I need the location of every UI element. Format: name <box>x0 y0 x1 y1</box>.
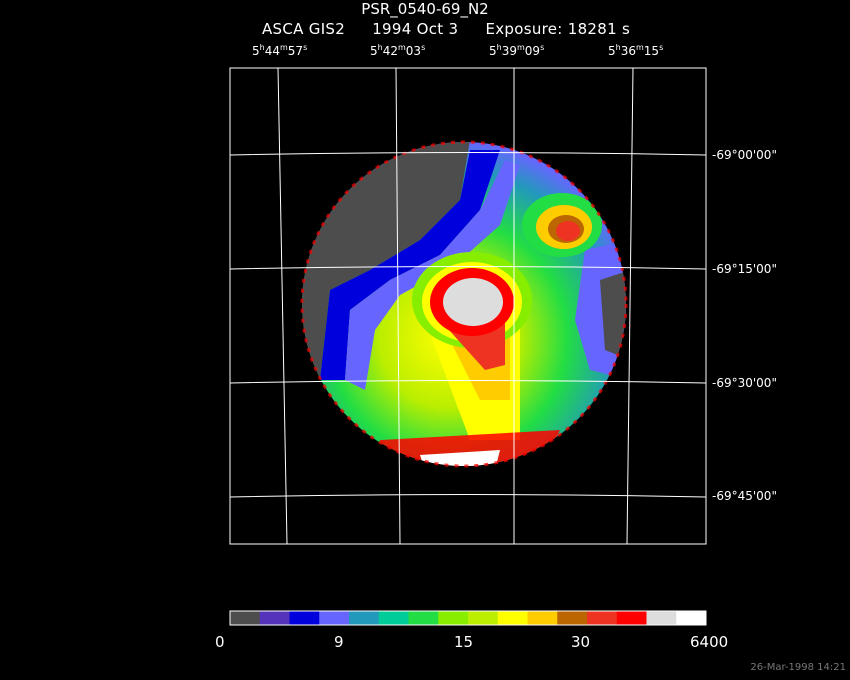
colorbar-swatch <box>408 611 439 625</box>
dec-label: -69°00'00" <box>712 148 777 162</box>
ra-label: 5h36m15s <box>608 43 664 59</box>
colorbar-swatch <box>319 611 350 625</box>
colorbar-swatch <box>676 611 707 625</box>
colorbar-swatch <box>646 611 677 625</box>
exposure-label: Exposure: 18281 s <box>485 20 631 38</box>
colorbar-swatch <box>587 611 618 625</box>
colorbar-swatch <box>378 611 409 625</box>
colorbar-tick-label: 30 <box>571 633 591 651</box>
observation-info: ASCA GIS2 1994 Oct 3 Exposure: 18281 s <box>262 20 652 38</box>
colorbar <box>230 611 707 625</box>
colorbar-tick-label: 9 <box>334 633 344 651</box>
ra-label: 5h42m03s <box>370 43 426 59</box>
colorbar-swatch <box>527 611 558 625</box>
colorbar-tick-label: 15 <box>454 633 474 651</box>
colorbar-swatch <box>438 611 469 625</box>
ra-label: 5h39m09s <box>489 43 545 59</box>
colorbar-swatch <box>468 611 499 625</box>
image-title: PSR_0540-69_N2 <box>361 0 489 18</box>
plot-frame <box>229 67 707 545</box>
dec-label: -69°15'00" <box>712 262 777 276</box>
colorbar-tick-label: 0 <box>215 633 225 651</box>
detector-image <box>302 142 626 466</box>
dec-label: -69°45'00" <box>712 489 777 503</box>
ra-label: 5h44m57s <box>252 43 308 59</box>
timestamp: 26-Mar-1998 14:21 <box>750 662 846 673</box>
colorbar-swatch <box>349 611 380 625</box>
dec-label: -69°30'00" <box>712 376 777 390</box>
colorbar-swatch <box>230 611 261 625</box>
coordinate-grid <box>229 67 707 545</box>
colorbar-swatch <box>289 611 320 625</box>
instrument-label: ASCA GIS2 <box>262 20 346 38</box>
colorbar-swatch <box>557 611 588 625</box>
colorbar-swatch <box>616 611 647 625</box>
observation-date: 1994 Oct 3 <box>372 20 459 38</box>
colorbar-swatch <box>497 611 528 625</box>
colorbar-tick-label: 6400 <box>690 633 729 651</box>
colorbar-swatch <box>259 611 290 625</box>
